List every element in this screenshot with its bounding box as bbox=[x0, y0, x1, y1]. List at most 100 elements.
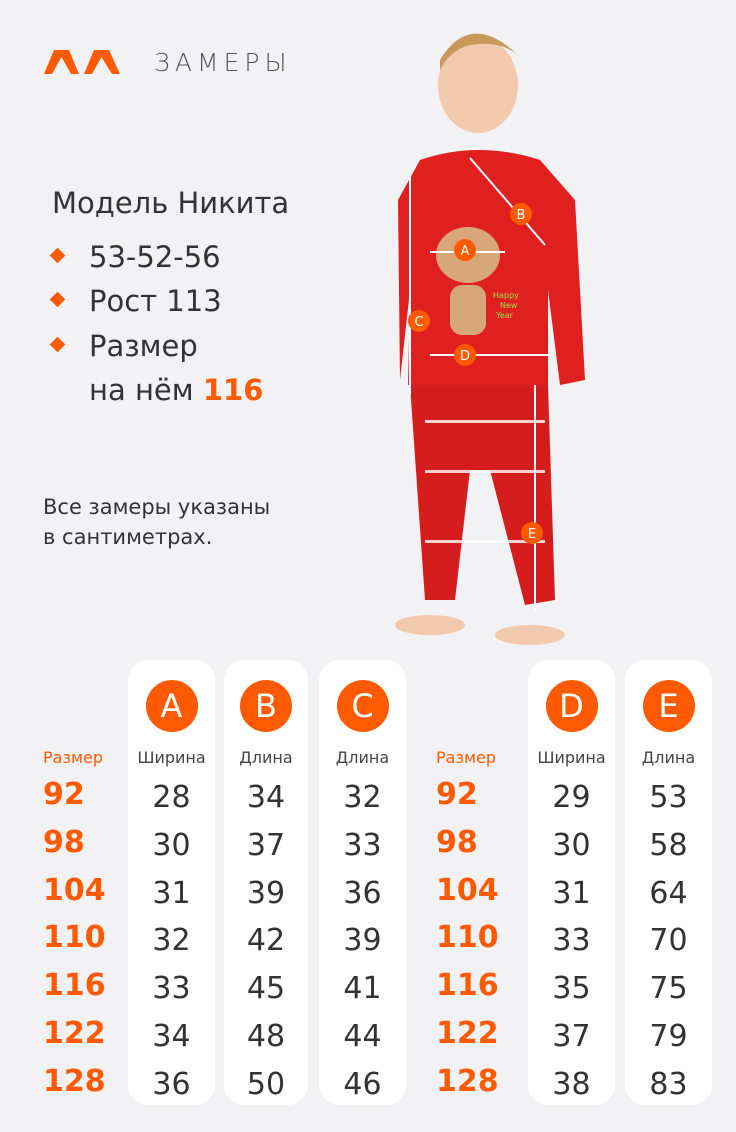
brand-logo bbox=[44, 50, 120, 74]
size-cell: 110 bbox=[43, 920, 106, 956]
table-cell: 39 bbox=[343, 923, 382, 959]
table-cell: 37 bbox=[552, 1018, 591, 1054]
note-line: Все замеры указаны bbox=[43, 495, 271, 519]
bullet-text: Размер bbox=[89, 329, 198, 363]
table-cell: 75 bbox=[649, 971, 688, 1007]
table-cell: 39 bbox=[246, 875, 286, 911]
table-cell: 30 bbox=[552, 827, 591, 863]
table-cell: 36 bbox=[152, 1066, 191, 1102]
table-cell: 45 bbox=[246, 971, 286, 1007]
table-cell: 58 bbox=[649, 827, 688, 863]
table-cell: 46 bbox=[343, 1066, 382, 1102]
diamond-icon bbox=[49, 247, 66, 263]
letter-badge: E bbox=[642, 680, 695, 732]
worn-size: 116 bbox=[202, 373, 264, 407]
size-cell: 122 bbox=[436, 1015, 499, 1051]
table-cell: 31 bbox=[152, 875, 191, 911]
bullet-measurements: 53-52-56 bbox=[49, 240, 221, 274]
note-line: в сантиметрах. bbox=[43, 525, 213, 549]
column-d: D Ширина 29 30 31 33 35 37 38 bbox=[528, 680, 615, 1109]
model-name: Модель Никита bbox=[52, 186, 290, 220]
column-e: E Длина 53 58 64 70 75 79 83 bbox=[625, 680, 712, 1109]
table-cell: 38 bbox=[552, 1066, 591, 1102]
table-cell: 36 bbox=[343, 875, 382, 911]
page-title: ЗАМЕРЫ bbox=[154, 48, 292, 77]
table-cell: 33 bbox=[152, 971, 191, 1007]
column-label: Длина bbox=[335, 748, 390, 767]
size-cell: 104 bbox=[436, 872, 499, 908]
table-cell: 48 bbox=[246, 1018, 286, 1054]
bullet-text: 53-52-56 bbox=[89, 240, 221, 274]
size-column: Размер 92 98 104 110 116 122 128 bbox=[436, 748, 499, 1106]
table-cell: 44 bbox=[343, 1018, 382, 1054]
table-cell: 42 bbox=[246, 923, 286, 959]
size-cell: 104 bbox=[43, 872, 106, 908]
table-cell: 41 bbox=[343, 971, 382, 1007]
table-cell: 34 bbox=[152, 1018, 191, 1054]
table-cell: 32 bbox=[343, 780, 382, 815]
table-cell: 28 bbox=[152, 780, 191, 815]
diamond-icon bbox=[49, 291, 66, 307]
table-cell: 33 bbox=[552, 923, 591, 959]
marker-c-icon bbox=[408, 310, 430, 332]
column-label: Ширина bbox=[537, 748, 606, 767]
table-cell: 31 bbox=[552, 875, 591, 911]
svg-text:C: C bbox=[414, 315, 423, 330]
size-cell: 92 bbox=[43, 777, 85, 812]
column-label: Длина bbox=[641, 748, 696, 767]
column-b: B Длина 34 37 39 42 45 48 50 bbox=[224, 680, 308, 1109]
table-cell: 32 bbox=[152, 923, 191, 959]
diamond-icon bbox=[49, 336, 66, 352]
size-cell: 110 bbox=[436, 920, 499, 956]
size-label: Размер bbox=[436, 748, 497, 767]
letter-badge: A bbox=[145, 680, 198, 732]
svg-text:E: E bbox=[528, 527, 536, 542]
table-cell: 83 bbox=[649, 1066, 688, 1102]
bullet-text: на нём bbox=[89, 373, 203, 407]
size-cell: 128 bbox=[436, 1063, 499, 1099]
column-label: Длина bbox=[239, 748, 293, 767]
marker-a-icon bbox=[454, 239, 476, 261]
svg-text:D: D bbox=[460, 349, 470, 364]
marker-b-icon bbox=[510, 203, 532, 225]
letter-badge: C bbox=[336, 680, 389, 732]
size-cell: 98 bbox=[43, 824, 85, 860]
table-cell: 35 bbox=[552, 971, 591, 1007]
table-cell: 64 bbox=[649, 875, 688, 911]
marker-d-icon bbox=[454, 344, 476, 366]
table-cell: 50 bbox=[246, 1066, 286, 1102]
size-cell: 98 bbox=[436, 824, 478, 860]
table-cell: 30 bbox=[152, 827, 191, 863]
table-cell: 29 bbox=[552, 780, 591, 815]
table-cell: 70 bbox=[649, 923, 688, 959]
bullet-height: Рост 113 bbox=[49, 284, 222, 318]
svg-text:B: B bbox=[517, 208, 526, 223]
size-cell: 128 bbox=[43, 1063, 106, 1099]
size-cell: 116 bbox=[43, 968, 106, 1004]
column-label: Ширина bbox=[137, 748, 206, 767]
table-cell: 33 bbox=[343, 827, 382, 863]
column-card bbox=[625, 660, 712, 1105]
column-card bbox=[528, 660, 615, 1105]
measurement-note: Все замеры указаны в сантиметрах. bbox=[43, 492, 270, 552]
size-cell: 122 bbox=[43, 1015, 106, 1051]
table-cell: 37 bbox=[246, 827, 286, 863]
letter-badge: D bbox=[545, 680, 598, 732]
column-a: A Ширина 28 30 31 32 33 34 36 bbox=[128, 680, 215, 1109]
table-cell: 34 bbox=[246, 780, 286, 815]
svg-text:A: A bbox=[461, 244, 470, 259]
bullet-size-line2: на нём 116 bbox=[89, 373, 263, 407]
size-column: Размер 92 98 104 110 116 122 128 bbox=[43, 748, 106, 1106]
size-label: Размер bbox=[43, 748, 104, 767]
marker-e-icon bbox=[521, 522, 543, 544]
table-cell: 53 bbox=[649, 780, 688, 815]
bullet-text: Рост 113 bbox=[89, 284, 222, 318]
column-c: C Длина 32 33 36 39 41 44 46 bbox=[319, 680, 406, 1109]
column-card bbox=[128, 660, 215, 1105]
shirt-print-text: Happy New Year bbox=[493, 291, 519, 320]
size-cell: 116 bbox=[436, 968, 499, 1004]
size-cell: 92 bbox=[436, 777, 478, 812]
bullet-size: Размер bbox=[49, 329, 198, 363]
column-card bbox=[224, 660, 308, 1105]
column-card bbox=[319, 660, 406, 1105]
